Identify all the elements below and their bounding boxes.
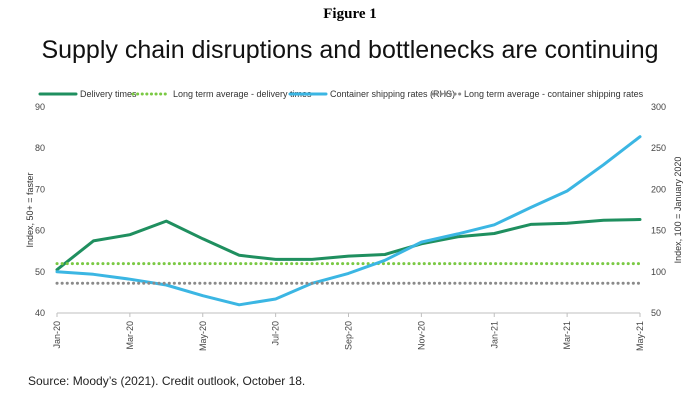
y-right-axis: 50 100 150 200 250 300 Index, 100 = January 20… (651, 102, 683, 318)
series-line-1 (55, 218, 642, 272)
y-right-tick-label: 100 (651, 267, 666, 277)
x-tick-label: May-20 (198, 321, 208, 351)
legend-label-1: Delivery times (80, 89, 137, 99)
y-left-axis: 40 50 60 70 80 90 Index, 50+ = faster (25, 102, 45, 318)
y-left-axis-title: Index, 50+ = faster (25, 172, 35, 247)
y-right-tick-label: 300 (651, 102, 666, 112)
y-left-tick-label: 60 (35, 226, 45, 236)
legend: Delivery times Long term average - delive… (38, 89, 644, 99)
y-left-tick-label: 70 (35, 184, 45, 194)
y-right-tick-label: 150 (651, 226, 666, 236)
x-tick-label: Mar-21 (562, 321, 572, 350)
x-tick-label: Mar-20 (125, 321, 135, 350)
x-axis: Jan-20 Mar-20 May-20 Jul-20 Sep-20 Nov-20 Jan-… (52, 312, 645, 351)
x-tick-label: Jul-20 (271, 321, 281, 346)
x-tick-label: Jan-21 (489, 321, 499, 349)
x-tick-label: May-21 (635, 321, 645, 351)
x-tick-label: Sep-20 (344, 321, 354, 350)
x-tick-label: Jan-20 (52, 321, 62, 349)
y-right-tick-label: 200 (651, 184, 666, 194)
legend-label-3: Container shipping rates (RHS) (330, 89, 455, 99)
y-right-tick-label: 250 (651, 143, 666, 153)
y-left-tick-label: 40 (35, 308, 45, 318)
figure-label: Figure 1 (323, 6, 377, 22)
source-note: Source: Moody’s (2021). Credit outlook, … (28, 374, 306, 388)
series-group (55, 135, 642, 307)
y-left-tick-label: 80 (35, 143, 45, 153)
chart-title: Supply chain disruptions and bottlenecks… (41, 36, 659, 64)
series-line-3 (55, 135, 642, 307)
legend-label-4: Long term average - container shipping r… (464, 89, 644, 99)
y-right-tick-label: 50 (651, 308, 661, 318)
y-left-tick-label: 90 (35, 102, 45, 112)
legend-label-2: Long term average - delivery times (173, 89, 312, 99)
x-tick-label: Nov-20 (416, 321, 426, 350)
y-left-tick-label: 50 (35, 267, 45, 277)
y-right-axis-title: Index, 100 = January 2020 (673, 157, 683, 264)
